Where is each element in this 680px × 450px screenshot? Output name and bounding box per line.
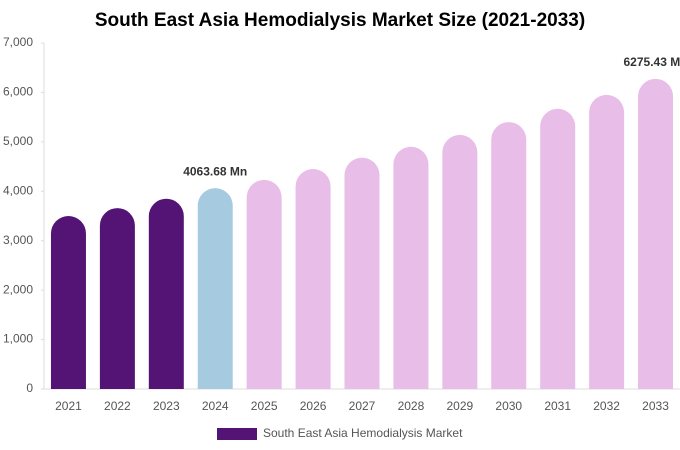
x-tick-label: 2033 <box>642 399 669 413</box>
x-tick-label: 2029 <box>446 399 473 413</box>
bar <box>246 179 282 389</box>
bar <box>589 94 625 390</box>
x-tick-label: 2028 <box>398 399 425 413</box>
bar <box>638 78 674 390</box>
value-label: 6275.43 Mn <box>624 55 680 69</box>
y-tick-label: 3,000 <box>3 233 33 247</box>
x-tick-label: 2026 <box>300 399 327 413</box>
legend-swatch <box>217 428 257 440</box>
y-tick-label: 4,000 <box>3 183 33 197</box>
bar <box>295 169 331 389</box>
value-label: 4063.68 Mn <box>183 164 247 178</box>
x-tick-label: 2031 <box>544 399 571 413</box>
y-tick-label: 5,000 <box>3 134 33 148</box>
x-tick-label: 2032 <box>593 399 620 413</box>
x-tick-label: 2030 <box>495 399 522 413</box>
bar <box>148 198 184 389</box>
y-tick-label: 0 <box>26 381 33 395</box>
bar <box>491 122 527 389</box>
x-tick-label: 2024 <box>202 399 229 413</box>
y-tick-label: 1,000 <box>3 332 33 346</box>
legend-label: South East Asia Hemodialysis Market <box>263 426 463 440</box>
x-tick-label: 2021 <box>55 399 82 413</box>
x-tick-label: 2025 <box>251 399 278 413</box>
bar <box>99 208 135 389</box>
x-tick-label: 2027 <box>349 399 376 413</box>
bar <box>393 146 429 389</box>
bar <box>540 108 576 390</box>
chart-title: South East Asia Hemodialysis Market Size… <box>95 10 585 31</box>
x-tick-label: 2022 <box>104 399 131 413</box>
y-tick-label: 7,000 <box>3 35 33 49</box>
bar <box>50 216 86 389</box>
y-tick-label: 2,000 <box>3 282 33 296</box>
bar <box>197 188 233 389</box>
y-tick-label: 6,000 <box>3 85 33 99</box>
bar <box>442 134 478 389</box>
x-tick-label: 2023 <box>153 399 180 413</box>
bar <box>344 157 380 389</box>
